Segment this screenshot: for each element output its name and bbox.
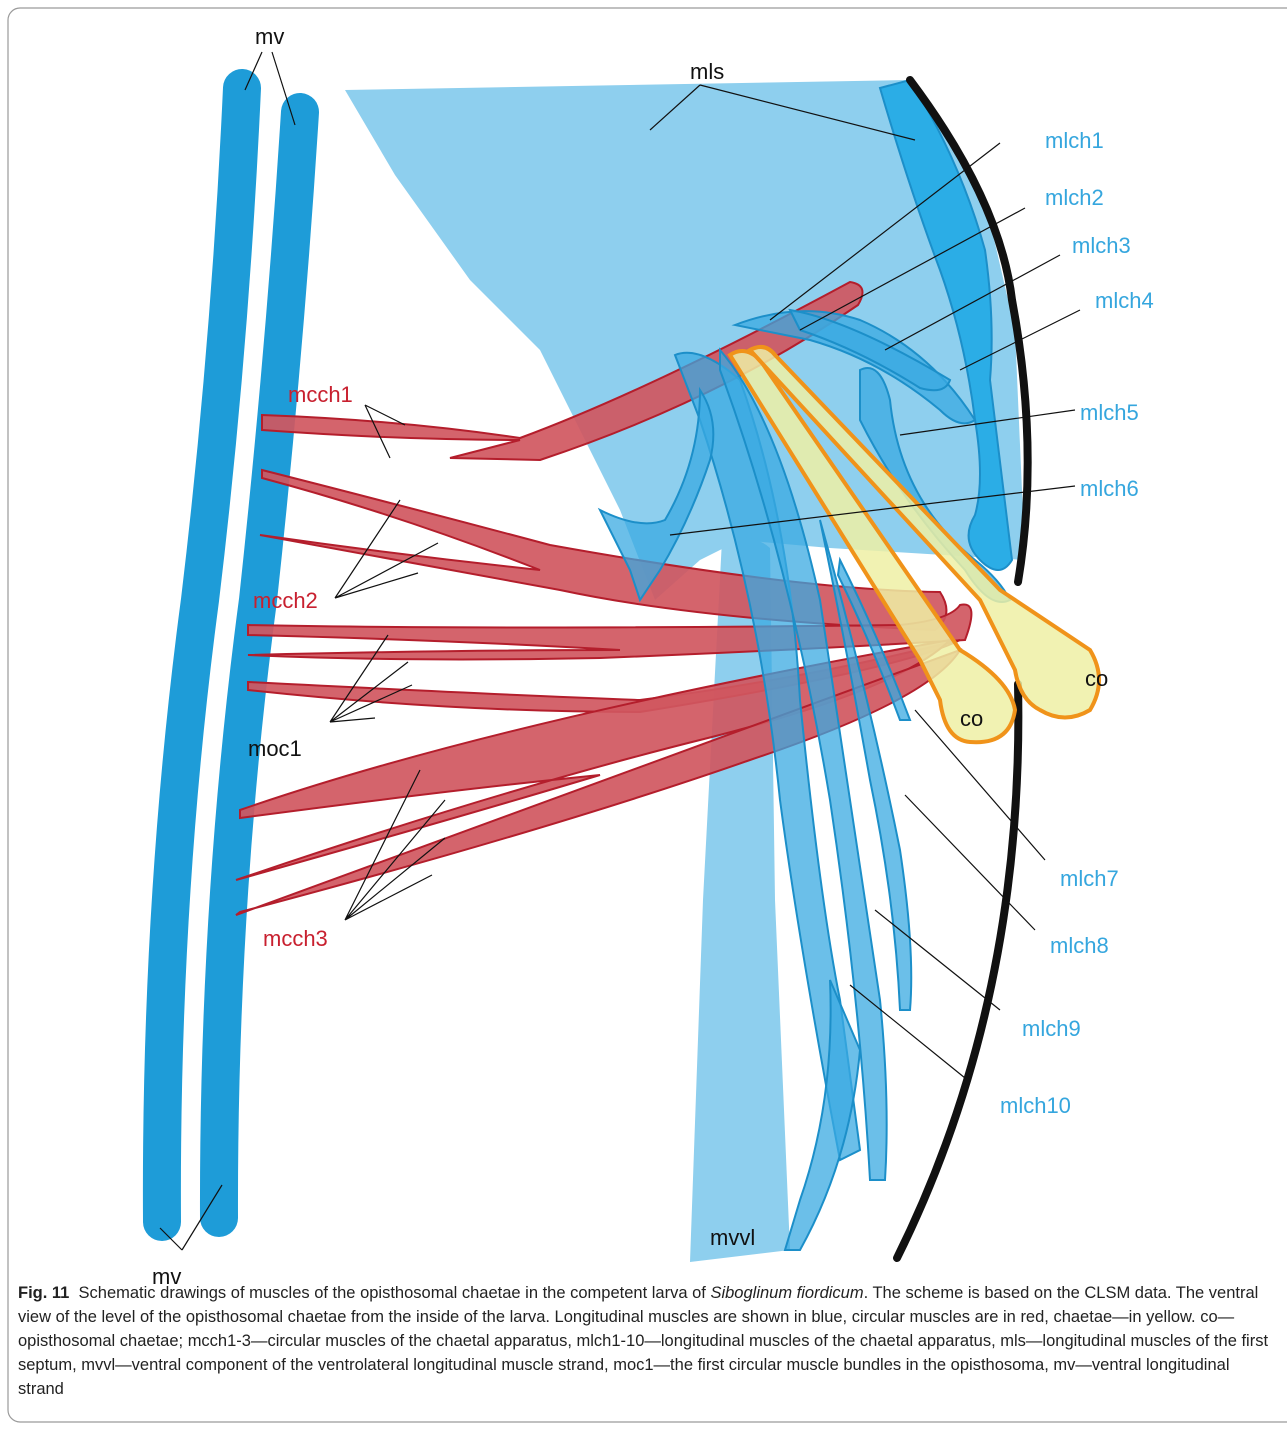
label: mlch1 — [1045, 128, 1104, 153]
label: mlch5 — [1080, 400, 1139, 425]
label: mlch6 — [1080, 476, 1139, 501]
figure: mv mls mlch1 mlch2 mlch3 mlch4 mlch5 mlc… — [0, 0, 1287, 1434]
species-name: Siboglinum fiordicum — [710, 1284, 863, 1302]
label: mlch7 — [1060, 866, 1119, 891]
caption: Fig. 11 Schematic drawings of muscles of… — [18, 1281, 1274, 1401]
page: {"labels": {"mv_top": "mv", "mls": "mls"… — [0, 0, 1287, 1434]
label: co — [960, 706, 983, 731]
label: mcch1 — [288, 382, 353, 407]
label: mvvl — [710, 1225, 755, 1250]
label: mls — [690, 59, 724, 84]
label: mlch2 — [1045, 185, 1104, 210]
label: mcch3 — [263, 926, 328, 951]
body-wall — [897, 684, 1018, 1258]
label: mcch2 — [253, 588, 318, 613]
label: mlch10 — [1000, 1093, 1071, 1118]
label: mlch4 — [1095, 288, 1154, 313]
label: moc1 — [248, 736, 302, 761]
label: mv — [255, 24, 284, 49]
figure-number: Fig. 11 — [18, 1284, 69, 1302]
label: mlch3 — [1072, 233, 1131, 258]
label: mlch9 — [1022, 1016, 1081, 1041]
label: mlch8 — [1050, 933, 1109, 958]
label: co — [1085, 666, 1108, 691]
caption-text: Schematic drawings of muscles of the opi… — [79, 1284, 711, 1302]
